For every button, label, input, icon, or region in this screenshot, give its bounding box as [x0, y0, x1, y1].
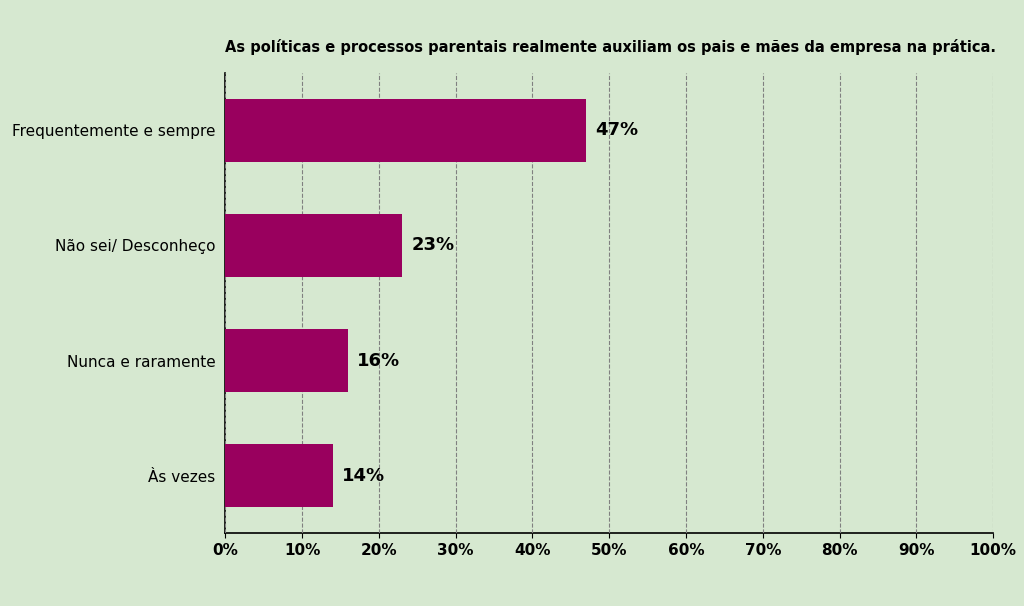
Bar [225, 214, 401, 277]
Bar [225, 444, 333, 507]
Text: 47%: 47% [596, 121, 639, 139]
Bar [225, 99, 586, 162]
Bar [225, 329, 348, 392]
Text: 16%: 16% [357, 351, 400, 370]
Text: 23%: 23% [411, 236, 455, 255]
Text: 14%: 14% [342, 467, 385, 485]
Text: As políticas e processos parentais realmente auxiliam os pais e mães da empresa : As políticas e processos parentais realm… [225, 39, 996, 55]
